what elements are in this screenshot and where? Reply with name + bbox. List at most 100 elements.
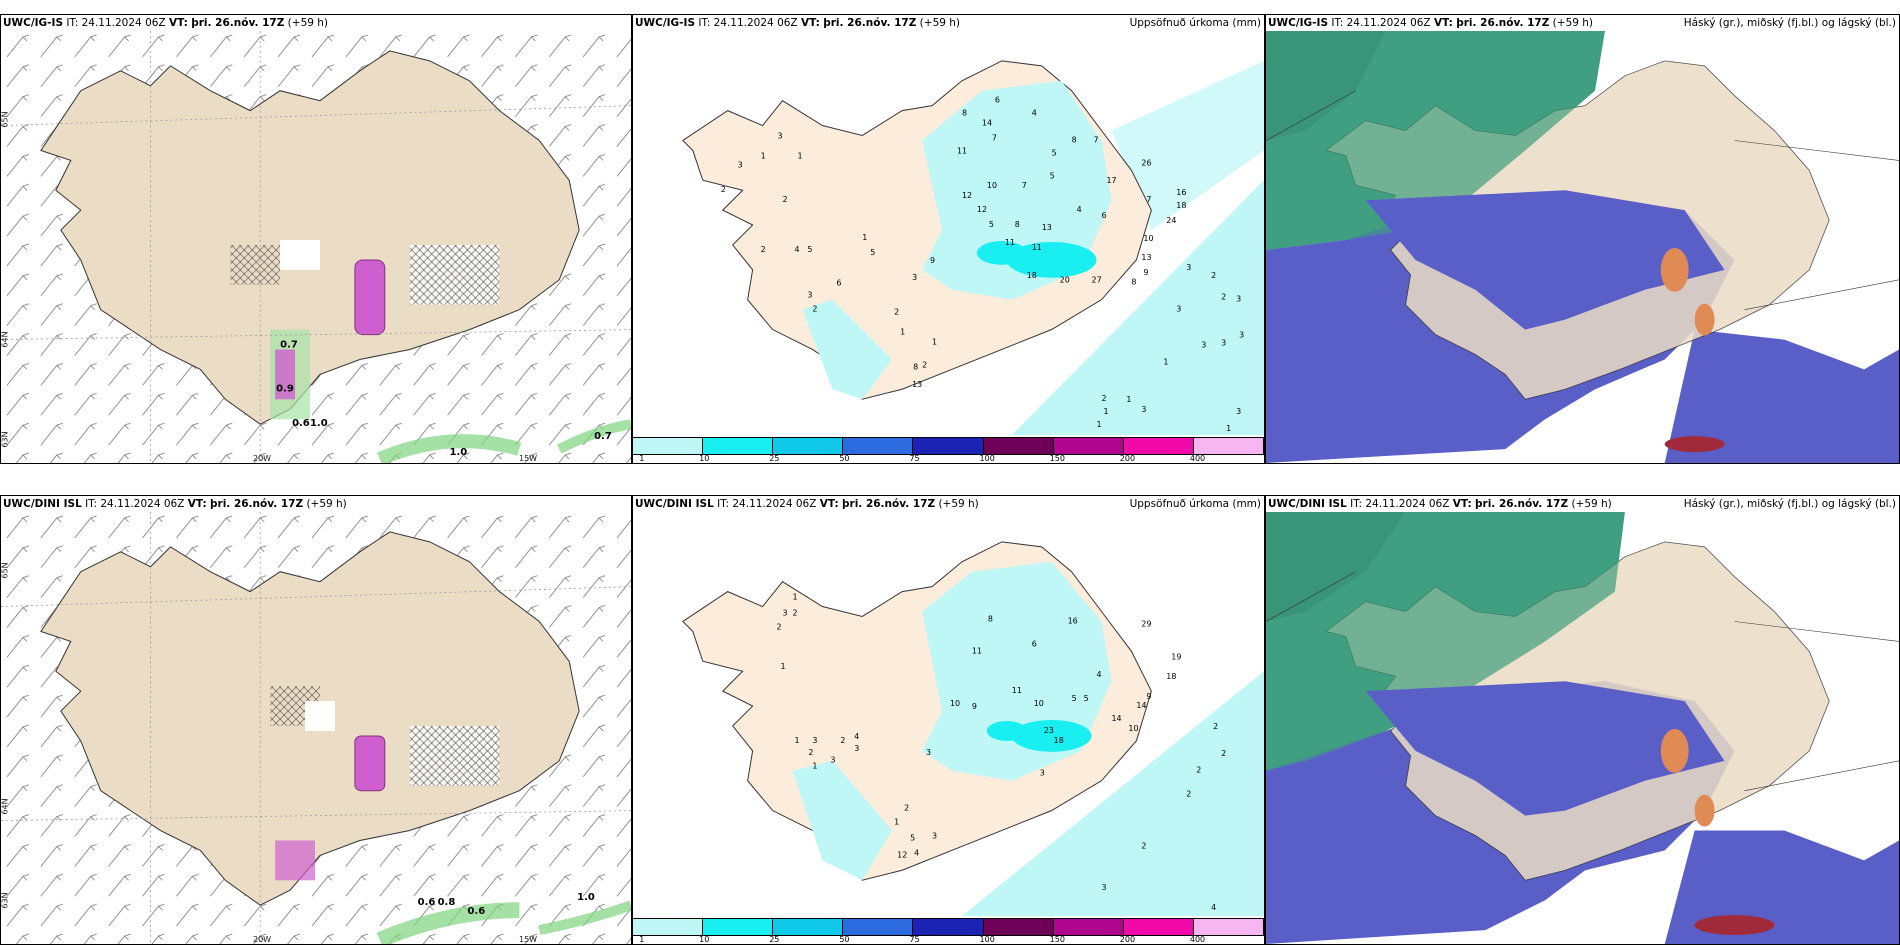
panel-title: UWC/DINI ISL IT: 24.11.2024 06Z VT: þri.… [3,498,347,510]
annotation: 0.9 [276,383,294,394]
svg-text:1: 1 [797,151,802,160]
svg-text:3: 3 [912,273,917,282]
svg-text:3: 3 [926,748,931,757]
colorbar-label: 400 [1189,454,1206,463]
svg-text:2: 2 [922,360,927,369]
colorbar-swatch [983,919,1054,935]
svg-text:10: 10 [1034,699,1044,708]
panel-title: UWC/IG-IS IT: 24.11.2024 06Z VT: þri. 26… [3,17,329,29]
svg-text:3: 3 [1186,263,1191,272]
svg-text:9: 9 [972,702,977,711]
svg-text:2: 2 [1211,271,1216,280]
colorbar-swatch [913,438,984,454]
svg-text:6: 6 [1032,639,1037,648]
colorbar-label: 200 [1119,935,1136,944]
colorbar-swatch [913,919,984,935]
wind-panel-row2: UWC/DINI ISL IT: 24.11.2024 06Z VT: þri.… [0,495,632,945]
colorbar-swatch [773,438,844,454]
svg-text:3: 3 [812,736,817,745]
colorbar-label: 10 [699,454,710,463]
colorbar-label: 50 [839,935,850,944]
colorbar-swatch [843,438,914,454]
annotation: 1.0 [450,447,468,458]
colorbar-swatch [1193,919,1264,935]
annotation: 0.8 [438,897,456,908]
svg-text:1: 1 [781,662,786,671]
svg-text:8: 8 [1131,278,1136,287]
svg-text:3: 3 [778,131,783,140]
colorbar-label: 75 [909,454,920,463]
lon-label: 20W [253,454,272,463]
svg-text:2: 2 [1221,749,1226,758]
svg-text:1: 1 [1163,357,1168,366]
svg-text:11: 11 [1032,243,1042,252]
svg-text:3: 3 [1102,883,1107,892]
svg-text:11: 11 [1005,238,1015,247]
precip-values: 2 3 3 1 1 2 4 5 2 3 2 6 5 9 2 1 1 3 1 2 [721,96,1244,433]
svg-text:2: 2 [1141,841,1146,850]
svg-text:1: 1 [761,151,766,160]
svg-text:3: 3 [932,831,937,840]
cloud-map [1266,31,1899,463]
svg-text:10: 10 [950,699,960,708]
colorbar-label: 100 [979,935,995,944]
colorbar-label: 10 [699,935,710,944]
svg-text:3: 3 [1040,769,1045,778]
colorbar-label: 150 [1049,454,1065,463]
cloud-map [1266,512,1899,944]
svg-text:2: 2 [894,308,899,317]
lat-label: 65N [0,562,10,579]
svg-text:1: 1 [1097,420,1102,429]
svg-text:14: 14 [1111,714,1121,723]
lon-label: 15W [519,935,538,944]
svg-text:7: 7 [992,133,997,142]
svg-text:4: 4 [1032,109,1037,118]
precip-values: 1 3 2 2 1 1 3 3 2 4 3 1 2 2 1 5 4 3 12 1… [777,593,1227,912]
svg-text:1: 1 [812,762,817,771]
svg-text:8: 8 [1015,220,1020,229]
wind-map: 0.6 0.8 0.6 1.0 [1,512,631,944]
svg-text:2: 2 [1196,766,1201,775]
svg-text:8: 8 [962,109,967,118]
svg-text:10: 10 [1128,724,1138,733]
svg-text:27: 27 [1092,276,1102,285]
svg-text:8: 8 [1072,135,1077,144]
colorbar-swatch [1053,438,1124,454]
panel-subtitle: Háský (gr.), miðský (fj.bl.) og lágský (… [1683,498,1896,510]
precip-panel-row2: UWC/DINI ISL IT: 24.11.2024 06Z VT: þri.… [632,495,1265,945]
svg-text:2: 2 [1186,790,1191,799]
annotation: 1.0 [310,418,328,429]
panel-subtitle: Uppsöfnuð úrkoma (mm) [1129,17,1261,29]
colorbar-swatch [1053,919,1124,935]
svg-text:1: 1 [894,817,899,826]
svg-text:1: 1 [792,593,797,602]
svg-text:7: 7 [1022,181,1027,190]
colorbar-swatch [983,438,1054,454]
svg-text:11: 11 [957,146,967,155]
svg-text:1: 1 [794,736,799,745]
colorbar-label: 25 [769,454,780,463]
colorbar-label: 400 [1189,935,1206,944]
svg-text:2: 2 [1213,722,1218,731]
panel-subtitle: Uppsöfnuð úrkoma (mm) [1129,498,1261,510]
svg-text:5: 5 [807,245,812,254]
svg-text:7: 7 [1094,135,1099,144]
svg-text:11: 11 [972,646,982,655]
svg-text:5: 5 [1072,694,1077,703]
annotation: 0.7 [280,340,298,351]
panel-title: UWC/DINI ISL IT: 24.11.2024 06Z VT: þri.… [1268,498,1612,510]
svg-text:23: 23 [1044,726,1054,735]
svg-text:20: 20 [1060,276,1070,285]
svg-text:6: 6 [995,96,1000,105]
svg-text:1: 1 [1104,407,1109,416]
colorbar-swatch [703,919,774,935]
svg-text:3: 3 [1236,295,1241,304]
wind-panel-row1: UWC/IG-IS IT: 24.11.2024 06Z VT: þri. 26… [0,14,632,464]
colorbar-label: 200 [1119,454,1136,463]
svg-text:5: 5 [989,220,994,229]
svg-text:2: 2 [721,185,726,194]
annotation: 0.6 [468,906,486,917]
svg-text:2: 2 [792,608,797,617]
panel-subtitle: Háský (gr.), miðský (fj.bl.) og lágský (… [1683,17,1896,29]
lat-label: 63N [0,892,10,909]
